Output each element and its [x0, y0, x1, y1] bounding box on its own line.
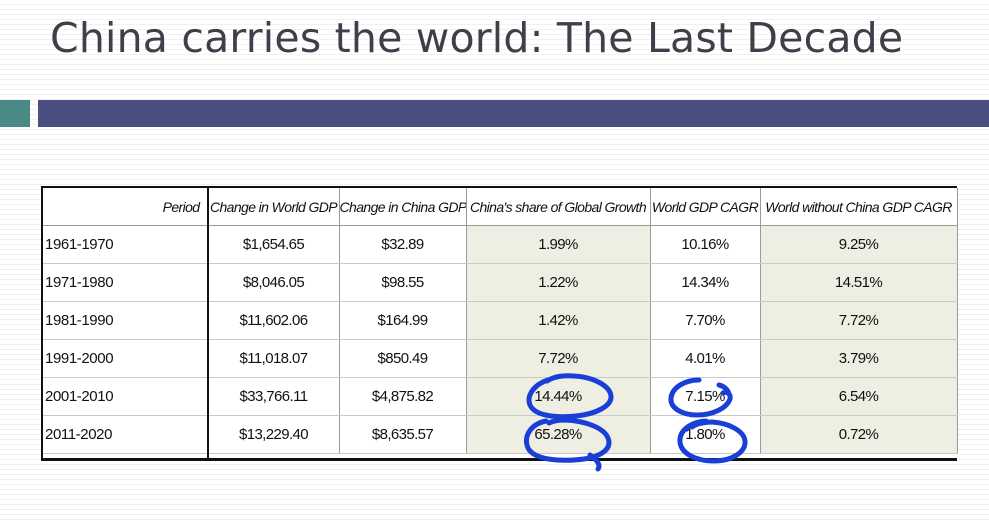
cell-world-cagr: 7.70%	[650, 301, 761, 340]
cell-world-ex-china-cagr: 3.79%	[760, 339, 958, 378]
cell-world-gdp-change: $1,654.65	[208, 225, 340, 264]
cell-world-gdp-change: $11,018.07	[208, 339, 340, 378]
cell-world-gdp-change: $8,046.05	[208, 263, 340, 302]
cell-china-share: 1.42%	[466, 301, 651, 340]
table-row: 1971-1980 $8,046.05 $98.55 1.22% 14.34% …	[41, 263, 958, 302]
header-period: Period	[41, 188, 209, 226]
cell-china-gdp-change: $4,875.82	[339, 377, 467, 416]
table-row: 2001-2010 $33,766.11 $4,875.82 14.44% 7.…	[41, 377, 958, 416]
cell-world-cagr: 7.15%	[650, 377, 761, 416]
cell-world-cagr: 10.16%	[650, 225, 761, 264]
table-row: 2011-2020 $13,229.40 $8,635.57 65.28% 1.…	[41, 415, 958, 454]
header-world-cagr: World GDP CAGR	[650, 188, 761, 226]
cell-china-gdp-change: $32.89	[339, 225, 467, 264]
table-left-rule	[41, 188, 43, 458]
cell-world-gdp-change: $11,602.06	[208, 301, 340, 340]
header-world-gdp-change: Change in World GDP	[208, 188, 340, 226]
cell-period: 2001-2010	[41, 377, 209, 416]
cell-china-share: 65.28%	[466, 415, 651, 454]
cell-china-share: 1.22%	[466, 263, 651, 302]
cell-china-gdp-change: $8,635.57	[339, 415, 467, 454]
table-row: 1981-1990 $11,602.06 $164.99 1.42% 7.70%…	[41, 301, 958, 340]
cell-period: 1981-1990	[41, 301, 209, 340]
cell-world-ex-china-cagr: 14.51%	[760, 263, 958, 302]
cell-period: 1961-1970	[41, 225, 209, 264]
cell-world-ex-china-cagr: 6.54%	[760, 377, 958, 416]
cell-world-ex-china-cagr: 9.25%	[760, 225, 958, 264]
cell-china-share: 7.72%	[466, 339, 651, 378]
cell-period: 2011-2020	[41, 415, 209, 454]
cell-china-gdp-change: $164.99	[339, 301, 467, 340]
table-row: 1991-2000 $11,018.07 $850.49 7.72% 4.01%…	[41, 339, 958, 378]
accent-bar-teal	[0, 100, 30, 127]
header-china-share: China's share of Global Growth	[466, 188, 651, 226]
accent-bar-navy	[38, 100, 989, 127]
cell-china-gdp-change: $850.49	[339, 339, 467, 378]
header-world-ex-china-cagr: World without China GDP CAGR	[760, 188, 958, 226]
cell-world-cagr: 14.34%	[650, 263, 761, 302]
cell-world-ex-china-cagr: 7.72%	[760, 301, 958, 340]
table-header-row: Period Change in World GDP Change in Chi…	[41, 188, 958, 226]
slide-title: China carries the world: The Last Decade	[50, 14, 904, 62]
header-china-gdp-change: Change in China GDP	[339, 188, 467, 226]
cell-world-gdp-change: $33,766.11	[208, 377, 340, 416]
cell-world-cagr: 1.80%	[650, 415, 761, 454]
cell-period: 1991-2000	[41, 339, 209, 378]
cell-world-gdp-change: $13,229.40	[208, 415, 340, 454]
cell-china-share: 1.99%	[466, 225, 651, 264]
cell-world-ex-china-cagr: 0.72%	[760, 415, 958, 454]
table-row: 1961-1970 $1,654.65 $32.89 1.99% 10.16% …	[41, 225, 958, 264]
table-period-rule	[207, 188, 209, 458]
cell-china-gdp-change: $98.55	[339, 263, 467, 302]
cell-china-share: 14.44%	[466, 377, 651, 416]
cell-world-cagr: 4.01%	[650, 339, 761, 378]
gdp-table: Period Change in World GDP Change in Chi…	[41, 186, 958, 461]
cell-period: 1971-1980	[41, 263, 209, 302]
